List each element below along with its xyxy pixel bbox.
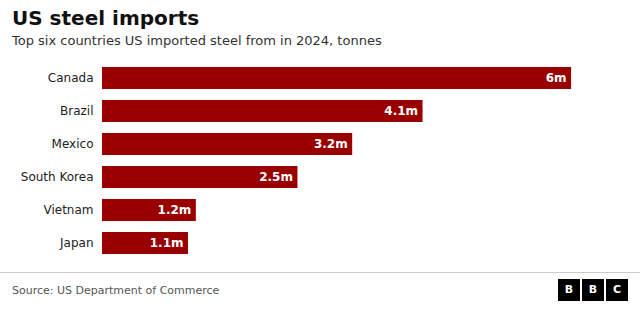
html-text:B: B bbox=[588, 283, 598, 296]
svg-text:Vietnam: Vietnam bbox=[43, 203, 93, 217]
svg-text:Mexico: Mexico bbox=[52, 137, 94, 151]
svg-text:Brazil: Brazil bbox=[60, 104, 94, 118]
svg-text:Japan: Japan bbox=[59, 236, 93, 250]
svg-text:1.1m: 1.1m bbox=[150, 236, 184, 250]
svg-text:3.2m: 3.2m bbox=[314, 137, 348, 151]
svg-text:2.5m: 2.5m bbox=[259, 170, 293, 184]
html-text:C: C bbox=[613, 283, 621, 296]
svg-text:1.2m: 1.2m bbox=[158, 203, 192, 217]
svg-text:South Korea: South Korea bbox=[21, 170, 94, 184]
svg-text:Canada: Canada bbox=[48, 71, 94, 85]
svg-text:4.1m: 4.1m bbox=[384, 104, 418, 118]
html-text:US steel imports: US steel imports bbox=[12, 6, 200, 30]
html-text:Source: US Department of Comme: Source: US Department of Commerce bbox=[12, 283, 220, 297]
html-text:Top six countries US imported: Top six countries US imported steel from… bbox=[12, 33, 382, 48]
html-text:B: B bbox=[564, 283, 574, 296]
svg-text:6m: 6m bbox=[546, 71, 567, 85]
